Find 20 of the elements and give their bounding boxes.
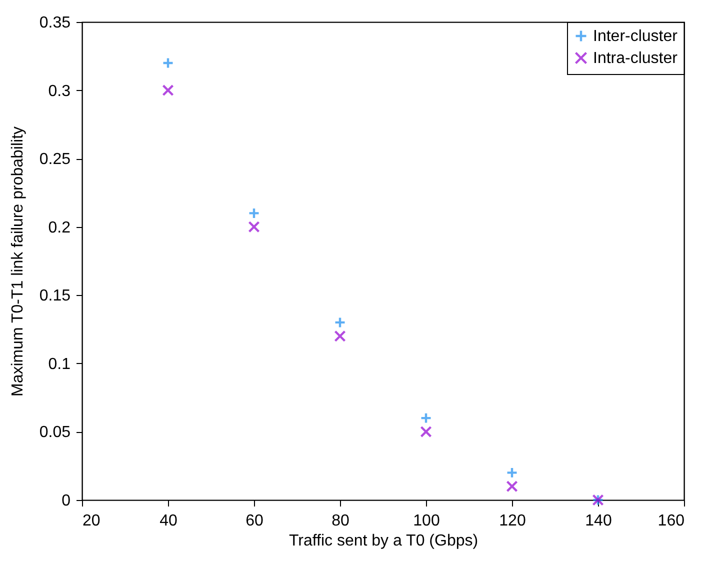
y-axis-title: Maximum T0-T1 link failure probability: [9, 126, 26, 397]
y-tick-label: 0.05: [39, 424, 71, 442]
x-tick-label: 80: [332, 512, 350, 530]
y-tick-label: 0: [62, 492, 71, 510]
x-tick-label: 140: [585, 512, 612, 530]
x-tick-label: 100: [413, 512, 440, 530]
x-tick-label: 40: [160, 512, 178, 530]
x-tick-label: 20: [82, 512, 100, 530]
x-tick-label: 120: [499, 512, 526, 530]
legend-label: Inter-cluster: [593, 28, 678, 45]
y-tick-label: 0.15: [39, 288, 71, 305]
y-tick-label: 0.2: [48, 219, 71, 236]
x-tick-label: 60: [246, 512, 264, 530]
y-tick-label: 0.1: [48, 356, 71, 373]
legend-label: Intra-cluster: [593, 50, 678, 67]
x-tick-label: 160: [658, 512, 685, 530]
y-tick-label: 0.3: [48, 82, 71, 100]
x-axis-title: Traffic sent by a T0 (Gbps): [288, 532, 478, 550]
y-tick-label: 0.35: [39, 14, 71, 32]
y-tick-label: 0.25: [39, 151, 71, 168]
